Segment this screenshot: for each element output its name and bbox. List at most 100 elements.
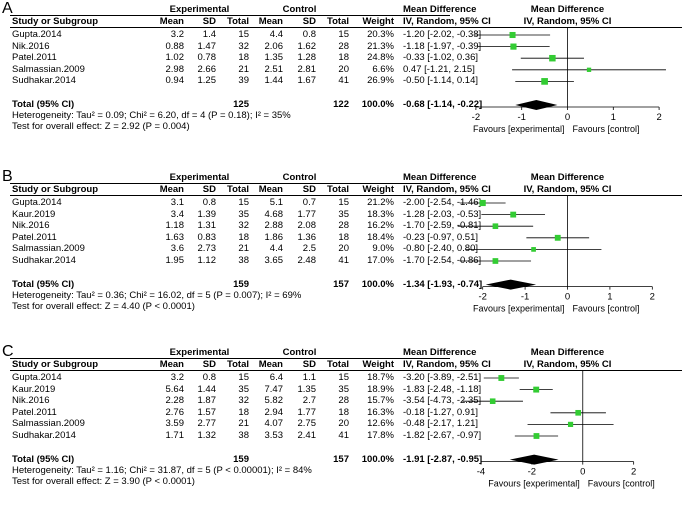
cell-e-sd: 0.83 (197, 231, 217, 243)
effect-marker (575, 409, 582, 416)
cell-study: Kaur.2019 (12, 208, 56, 220)
cell-weight: 6.6% (372, 63, 394, 75)
cell-e-mean: 0.94 (165, 75, 185, 87)
cell-study: Sudhakar.2014 (12, 255, 76, 266)
effect-marker (533, 386, 540, 393)
cell-e-mean: 1.63 (165, 231, 185, 243)
cell-c-sd: 2.7 (302, 395, 316, 407)
experimental-header: Experimental (169, 172, 230, 183)
cell-c-total: 15 (338, 197, 349, 208)
cell-e-mean: 5.64 (165, 383, 185, 395)
ctl-total-header: Total (327, 184, 349, 195)
cell-c-total: 20 (338, 243, 349, 255)
cell-e-mean: 0.88 (165, 40, 185, 52)
x-tick-label: 2 (650, 292, 655, 303)
effect-marker (510, 43, 517, 50)
header-rule (10, 15, 450, 16)
cell-c-sd: 2.48 (297, 255, 317, 266)
md-plot-header: Mean Difference (530, 347, 605, 358)
cell-e-total: 21 (238, 63, 249, 75)
cell-c-sd: 0.7 (302, 197, 316, 208)
total-exp-n: 159 (233, 453, 249, 465)
effect-marker (492, 258, 499, 264)
exp-total-header: Total (227, 184, 249, 195)
cell-study: Salmassian.2009 (12, 418, 85, 430)
cell-e-sd: 2.73 (197, 243, 217, 255)
cell-c-total: 35 (338, 383, 349, 395)
control-header: Control (282, 172, 317, 183)
ctl-sd-header: SD (302, 359, 316, 370)
cell-ci-text: -1.20 [-2.02, -0.38] (403, 29, 482, 40)
x-tick-label: 1 (607, 292, 612, 303)
cell-weight: 17.0% (367, 255, 394, 266)
cell-c-total: 18 (338, 52, 349, 64)
forest-panel-b: B Experimental Control Mean Difference Mean … (0, 168, 685, 336)
cell-study: Gupta.2014 (12, 29, 62, 40)
x-tick-label: -2 (528, 467, 536, 478)
effect-marker (567, 421, 574, 427)
cell-study: Gupta.2014 (12, 372, 62, 383)
cell-e-sd: 0.78 (197, 52, 217, 64)
cell-ci-text: -1.18 [-1.97, -0.39] (403, 40, 482, 52)
cell-e-sd: 1.12 (197, 255, 217, 266)
cell-e-mean: 2.98 (165, 63, 185, 75)
total-ci-text: -1.34 [-1.93, -0.74] (403, 278, 483, 290)
heterogeneity-text: Heterogeneity: Tau² = 1.16; Chi² = 31.87… (12, 464, 312, 476)
cell-weight: 21.3% (367, 40, 394, 52)
overall-effect-text: Test for overall effect: Z = 3.90 (P < 0… (12, 475, 195, 487)
x-tick-label: 1 (611, 112, 616, 123)
cell-ci-text: 0.47 [-1.21, 2.15] (403, 63, 475, 75)
effect-marker (531, 247, 536, 252)
cell-c-sd: 2.41 (297, 430, 317, 441)
cell-c-sd: 1.1 (302, 372, 316, 383)
cell-c-mean: 5.82 (264, 395, 284, 407)
cell-e-mean: 3.6 (170, 243, 184, 255)
favours-control-label: Favours [control] (573, 124, 640, 134)
cell-e-mean: 2.76 (165, 406, 185, 418)
cell-ci-text: -1.82 [-2.67, -0.97] (403, 430, 482, 441)
cell-study: Patel.2011 (12, 231, 57, 243)
x-tick-label: -2 (478, 292, 486, 303)
column-header-rule (10, 195, 682, 196)
cell-ci-text: -3.54 [-4.73, -2.35] (403, 395, 482, 407)
weight-header: Weight (362, 184, 395, 195)
total-exp-n: 159 (233, 278, 249, 290)
cell-c-total: 15 (338, 29, 349, 40)
pooled-diamond (515, 100, 558, 110)
total-label: Total (95% CI) (12, 453, 75, 465)
cell-c-total: 41 (338, 255, 349, 266)
cell-c-mean: 2.88 (264, 220, 284, 232)
cell-e-mean: 3.2 (170, 29, 184, 40)
cell-weight: 21.2% (367, 197, 394, 208)
pooled-diamond (509, 454, 559, 465)
heterogeneity-text: Heterogeneity: Tau² = 0.36; Chi² = 16.02… (12, 289, 302, 301)
cell-e-total: 15 (238, 29, 249, 40)
cell-e-total: 32 (238, 40, 249, 52)
exp-total-header: Total (227, 359, 249, 370)
study-column-header: Study or Subgroup (12, 359, 99, 370)
cell-ci-text: -3.20 [-3.89, -2.51] (403, 372, 482, 383)
plot-method-header: IV, Random, 95% CI (523, 184, 612, 195)
cell-c-total: 18 (338, 406, 349, 418)
favours-control-label: Favours [control] (573, 304, 640, 314)
favours-experimental-label: Favours [experimental] (488, 479, 580, 489)
cell-study: Kaur.2019 (12, 383, 56, 395)
x-tick-label: -4 (477, 467, 485, 478)
pooled-diamond (485, 279, 537, 290)
ci-method-header: IV, Random, 95% CI (403, 16, 491, 27)
cell-e-sd: 1.4 (202, 29, 216, 40)
cell-study: Sudhakar.2014 (12, 75, 76, 87)
cell-ci-text: -0.50 [-1.14, 0.14] (403, 75, 478, 87)
effect-marker (479, 199, 486, 207)
favours-control-label: Favours [control] (588, 479, 655, 489)
effect-marker (549, 54, 556, 62)
cell-ci-text: -2.00 [-2.54, -1.46] (403, 197, 482, 208)
cell-c-sd: 1.77 (297, 406, 317, 418)
cell-c-sd: 1.67 (297, 75, 317, 87)
cell-c-total: 20 (338, 63, 349, 75)
cell-e-mean: 3.59 (165, 418, 185, 430)
x-tick-label: 2 (656, 112, 661, 123)
cell-c-sd: 1.77 (297, 208, 317, 220)
cell-c-mean: 4.07 (264, 418, 284, 430)
cell-e-total: 18 (238, 231, 249, 243)
